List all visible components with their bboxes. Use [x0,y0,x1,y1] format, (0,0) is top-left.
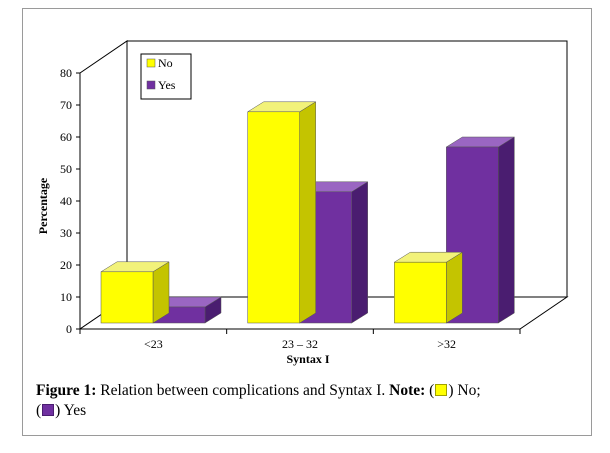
bar [246,101,317,324]
caption-text: Relation between complications and Synta… [96,382,390,399]
legend-swatch [146,80,156,90]
caption-swatch-yes [42,404,55,416]
figure-frame [22,8,592,436]
bar-front [394,261,447,324]
figure-caption: Figure 1: Relation between complications… [36,381,581,421]
x-tick-label: <23 [144,337,163,351]
bar-front [100,271,154,324]
y-tick-label: 80 [60,66,72,80]
x-tick-label: >32 [437,337,456,351]
bar-side [498,136,515,324]
x-tick-label: 23 – 32 [282,337,318,351]
caption-note-open: ( [425,382,435,399]
caption-note-label: Note: [389,382,426,399]
y-tick-label: 0 [66,322,72,336]
bar-side [446,251,463,324]
bar [100,261,170,324]
legend-label: No [158,56,173,70]
caption-swatch-no [435,384,448,396]
caption-note-yes: ) Yes [55,402,87,419]
caption-note-no: ) No; [448,382,481,399]
bar [393,251,464,324]
y-tick-label: 40 [60,194,72,208]
bar-side [299,101,316,324]
bar-chart: 0 10 20 30 40 50 60 70 80 <23 23 – 32 >32 Syntax I Pe… [36,40,569,366]
bar-front [247,111,300,324]
y-axis-label: Percentage [36,177,50,234]
y-tick-label: 50 [60,162,72,176]
bar-side [351,181,368,324]
y-tick-label: 30 [60,226,72,240]
y-tick-label: 70 [60,98,72,112]
caption-note-open-2: ( [36,402,42,419]
x-axis-label: Syntax I [286,352,329,366]
caption-label: Figure 1: [36,382,97,399]
y-tick-label: 20 [60,258,72,272]
y-tick-label: 60 [60,130,72,144]
legend-label: Yes [158,78,176,92]
bar-side [152,261,170,324]
legend-swatch [146,58,156,68]
y-tick-label: 10 [60,290,72,304]
